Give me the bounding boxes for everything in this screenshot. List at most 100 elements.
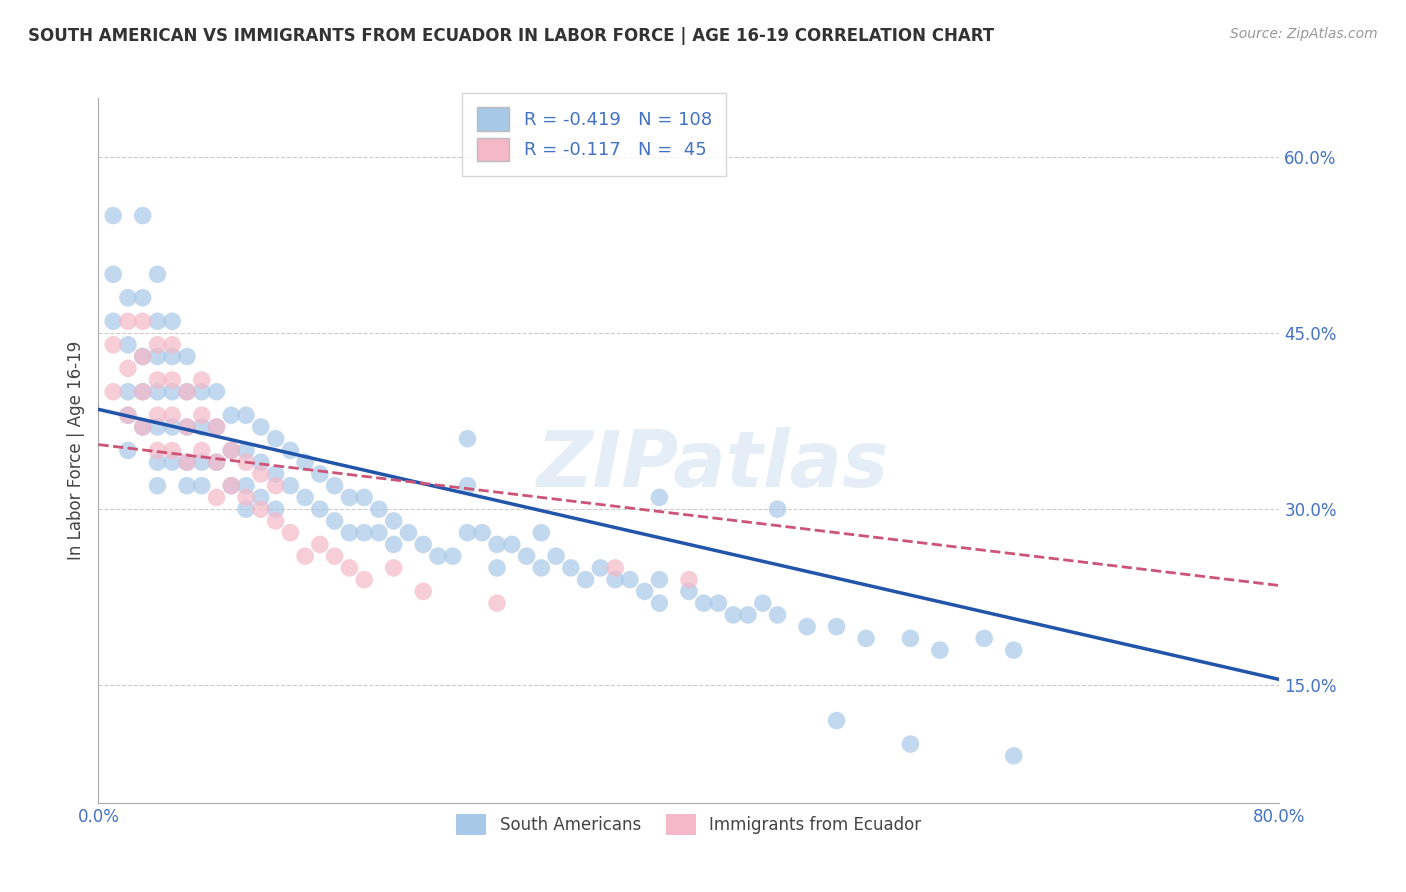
Point <box>323 514 346 528</box>
Point <box>176 350 198 364</box>
Point <box>693 596 716 610</box>
Point <box>132 291 155 305</box>
Point <box>176 455 198 469</box>
Point <box>309 502 332 516</box>
Point <box>766 502 789 516</box>
Point <box>191 443 214 458</box>
Point <box>1002 643 1025 657</box>
Point <box>162 420 183 434</box>
Point <box>162 373 183 387</box>
Point <box>176 384 198 399</box>
Point <box>221 478 243 492</box>
Point <box>516 549 538 564</box>
Point <box>117 361 139 376</box>
Point <box>176 420 198 434</box>
Point <box>486 537 509 551</box>
Point <box>162 408 183 422</box>
Point <box>323 478 346 492</box>
Point <box>353 573 375 587</box>
Point <box>900 632 922 646</box>
Legend: South Americans, Immigrants from Ecuador: South Americans, Immigrants from Ecuador <box>449 805 929 844</box>
Point <box>250 467 273 481</box>
Point <box>560 561 582 575</box>
Point <box>486 561 509 575</box>
Point <box>146 268 169 282</box>
Y-axis label: In Labor Force | Age 16-19: In Labor Force | Age 16-19 <box>66 341 84 560</box>
Point <box>825 714 848 728</box>
Point <box>752 596 775 610</box>
Point <box>132 314 155 328</box>
Point <box>146 443 169 458</box>
Point <box>294 549 316 564</box>
Point <box>457 432 479 446</box>
Point <box>339 561 361 575</box>
Point <box>280 478 302 492</box>
Point <box>205 384 228 399</box>
Point <box>103 209 125 223</box>
Point <box>457 525 479 540</box>
Point <box>235 502 257 516</box>
Point <box>191 478 214 492</box>
Point <box>117 314 139 328</box>
Point <box>737 607 759 622</box>
Point <box>486 596 509 610</box>
Point <box>103 337 125 351</box>
Point <box>191 373 214 387</box>
Point <box>117 384 139 399</box>
Point <box>323 549 346 564</box>
Point <box>294 491 316 505</box>
Point <box>235 443 257 458</box>
Point <box>678 584 700 599</box>
Point <box>825 619 848 633</box>
Point <box>235 478 257 492</box>
Point <box>162 350 183 364</box>
Point <box>280 443 302 458</box>
Point <box>146 350 169 364</box>
Point <box>205 455 228 469</box>
Point <box>103 384 125 399</box>
Point <box>146 478 169 492</box>
Point <box>427 549 450 564</box>
Point <box>235 408 257 422</box>
Point <box>205 420 228 434</box>
Point <box>398 525 420 540</box>
Point <box>382 561 405 575</box>
Point <box>264 467 287 481</box>
Point <box>707 596 730 610</box>
Point <box>546 549 568 564</box>
Point <box>280 525 302 540</box>
Point <box>368 502 391 516</box>
Point <box>648 573 671 587</box>
Point <box>929 643 952 657</box>
Point <box>191 384 214 399</box>
Point <box>309 537 332 551</box>
Point <box>501 537 523 551</box>
Point <box>146 314 169 328</box>
Point <box>103 268 125 282</box>
Point <box>221 478 243 492</box>
Point <box>575 573 598 587</box>
Point <box>103 314 125 328</box>
Point <box>605 573 627 587</box>
Point <box>146 455 169 469</box>
Point <box>205 420 228 434</box>
Point <box>176 478 198 492</box>
Point <box>339 525 361 540</box>
Point <box>264 432 287 446</box>
Point <box>589 561 612 575</box>
Point <box>117 291 139 305</box>
Point <box>605 561 627 575</box>
Point <box>132 209 155 223</box>
Point <box>619 573 641 587</box>
Point <box>146 420 169 434</box>
Point <box>221 443 243 458</box>
Point <box>353 491 375 505</box>
Point <box>235 455 257 469</box>
Point <box>973 632 995 646</box>
Point <box>221 408 243 422</box>
Point <box>205 455 228 469</box>
Point <box>900 737 922 751</box>
Point <box>382 514 405 528</box>
Text: Source: ZipAtlas.com: Source: ZipAtlas.com <box>1230 27 1378 41</box>
Point <box>855 632 877 646</box>
